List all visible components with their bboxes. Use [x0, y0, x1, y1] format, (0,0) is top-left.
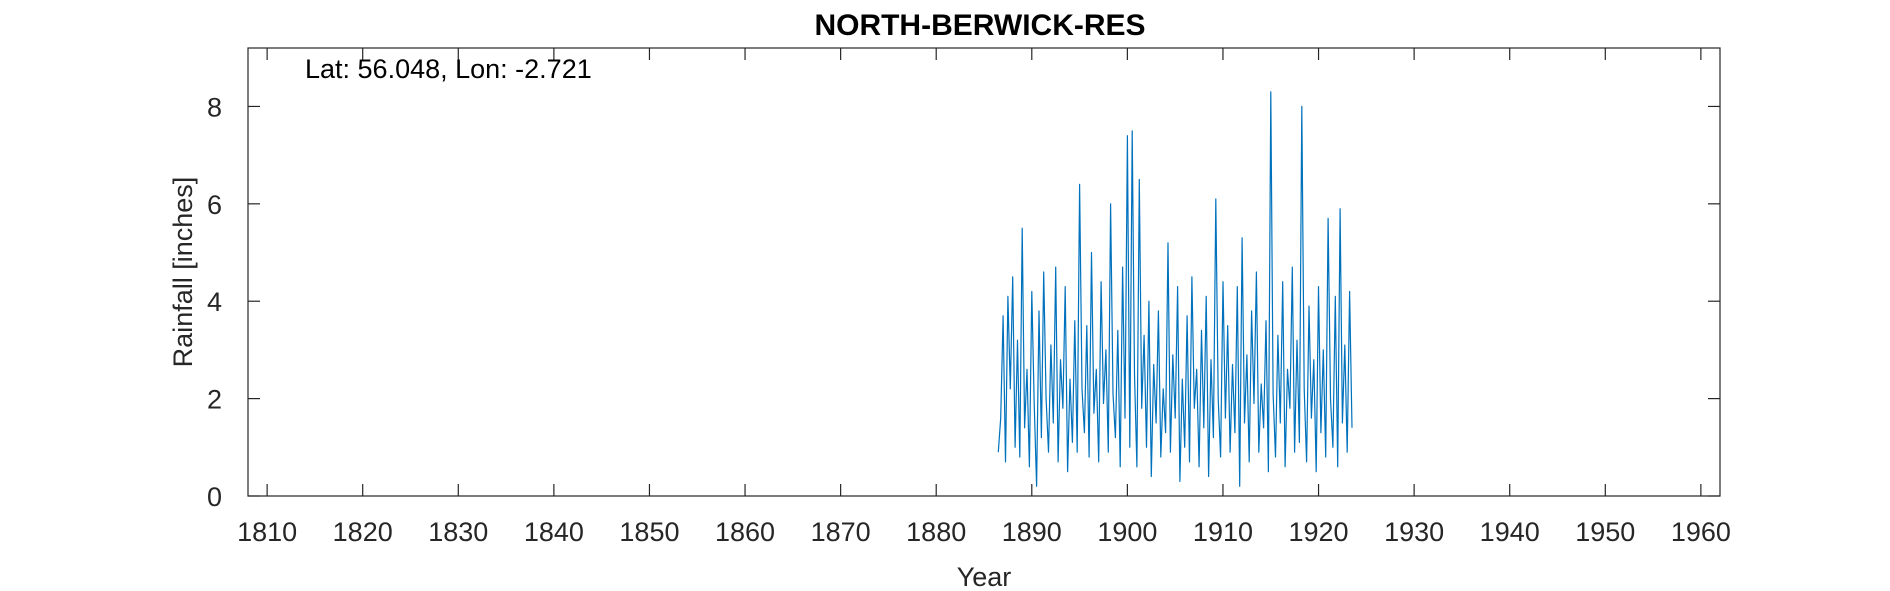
x-axis: 1810 1820 1830 1840 1850 1860 1870 1880 1890 1900… — [237, 48, 1731, 547]
series-layer — [997, 91, 1353, 487]
x-tick-label: 1850 — [619, 517, 679, 547]
x-tick-label: 1890 — [1002, 517, 1062, 547]
rainfall-series-line — [997, 91, 1353, 487]
x-tick-label: 1820 — [333, 517, 393, 547]
x-tick-label: 1960 — [1671, 517, 1731, 547]
chart-title: NORTH-BERWICK-RES — [814, 9, 1145, 42]
station-coordinates: Lat: 56.048, Lon: -2.721 — [305, 54, 592, 84]
x-tick-label: 1810 — [237, 517, 297, 547]
y-axis-label: Rainfall [inches] — [168, 177, 198, 368]
x-tick-label: 1860 — [715, 517, 775, 547]
y-tick-label: 2 — [207, 385, 222, 415]
x-tick-label: 1840 — [524, 517, 584, 547]
y-tick-label: 8 — [207, 92, 222, 122]
x-axis-label: Year — [957, 562, 1012, 591]
x-tick-label: 1900 — [1097, 517, 1157, 547]
x-tick-label: 1930 — [1384, 517, 1444, 547]
y-tick-label: 0 — [207, 482, 222, 512]
y-axis: 0 2 4 6 8 — [207, 92, 1720, 512]
y-tick-label: 6 — [207, 190, 222, 220]
x-tick-label: 1940 — [1480, 517, 1540, 547]
x-tick-label: 1870 — [811, 517, 871, 547]
x-tick-label: 1910 — [1193, 517, 1253, 547]
y-tick-label: 4 — [207, 287, 222, 317]
x-tick-label: 1830 — [428, 517, 488, 547]
plot-area — [247, 47, 1721, 497]
x-tick-label: 1920 — [1289, 517, 1349, 547]
x-tick-label: 1950 — [1575, 517, 1635, 547]
x-tick-label: 1880 — [906, 517, 966, 547]
